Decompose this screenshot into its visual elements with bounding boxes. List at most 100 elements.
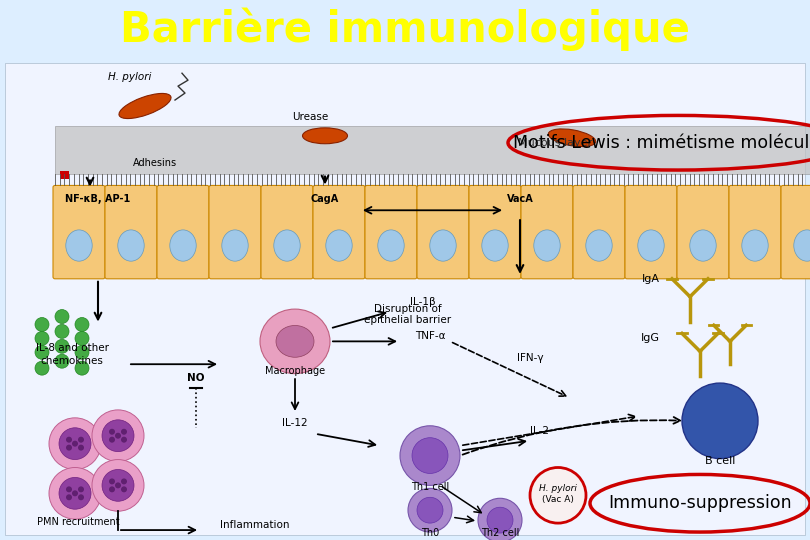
Ellipse shape <box>117 230 144 261</box>
FancyBboxPatch shape <box>313 185 365 279</box>
Circle shape <box>78 437 84 443</box>
Circle shape <box>55 325 69 339</box>
Text: Macrophage: Macrophage <box>265 366 325 376</box>
Text: Th2 cell: Th2 cell <box>481 528 519 538</box>
Text: IgG: IgG <box>641 333 660 343</box>
Circle shape <box>35 318 49 332</box>
FancyBboxPatch shape <box>53 185 105 279</box>
Circle shape <box>109 478 115 484</box>
Text: TNF-α: TNF-α <box>415 332 446 341</box>
FancyBboxPatch shape <box>261 185 313 279</box>
Circle shape <box>121 487 127 492</box>
Text: CagA: CagA <box>311 194 339 204</box>
Text: Motifs Lewis : mimétisme moléculaire: Motifs Lewis : mimétisme moléculaire <box>514 134 810 152</box>
Text: Disruption of: Disruption of <box>374 303 441 314</box>
Circle shape <box>121 429 127 435</box>
Circle shape <box>49 468 101 519</box>
Circle shape <box>59 477 91 509</box>
Circle shape <box>35 361 49 375</box>
Circle shape <box>400 426 460 485</box>
Circle shape <box>682 383 758 458</box>
Ellipse shape <box>548 129 595 147</box>
Ellipse shape <box>690 230 716 261</box>
Bar <box>55 126 810 173</box>
Circle shape <box>102 469 134 501</box>
FancyBboxPatch shape <box>105 185 157 279</box>
Text: IgA: IgA <box>642 274 660 284</box>
Circle shape <box>59 428 91 460</box>
FancyBboxPatch shape <box>521 185 573 279</box>
Circle shape <box>412 438 448 474</box>
Text: epithelial barrier: epithelial barrier <box>364 315 451 326</box>
Circle shape <box>78 494 84 500</box>
FancyBboxPatch shape <box>209 185 261 279</box>
Circle shape <box>55 309 69 323</box>
Ellipse shape <box>377 230 404 261</box>
Text: NO: NO <box>187 373 205 383</box>
Circle shape <box>55 354 69 368</box>
FancyBboxPatch shape <box>781 185 810 279</box>
Circle shape <box>102 420 134 451</box>
Circle shape <box>75 361 89 375</box>
Circle shape <box>478 498 522 540</box>
Text: Th0: Th0 <box>421 528 439 538</box>
Circle shape <box>121 437 127 443</box>
Ellipse shape <box>302 128 347 144</box>
Circle shape <box>55 339 69 353</box>
Circle shape <box>109 429 115 435</box>
Text: IL-2: IL-2 <box>530 426 549 436</box>
Text: H. pylori: H. pylori <box>539 484 577 494</box>
Circle shape <box>78 487 84 492</box>
Circle shape <box>66 487 72 492</box>
Ellipse shape <box>742 230 768 261</box>
Text: (Vac A): (Vac A) <box>542 495 574 504</box>
Ellipse shape <box>534 230 561 261</box>
Ellipse shape <box>66 230 92 261</box>
Circle shape <box>66 444 72 450</box>
Circle shape <box>109 487 115 492</box>
Text: NF-κB, AP-1: NF-κB, AP-1 <box>66 194 130 204</box>
Text: Adhesins: Adhesins <box>133 158 177 167</box>
FancyBboxPatch shape <box>573 185 625 279</box>
Ellipse shape <box>222 230 248 261</box>
Text: IL-1β: IL-1β <box>410 296 436 307</box>
Ellipse shape <box>119 93 171 119</box>
Circle shape <box>78 444 84 450</box>
Text: IL-8 and other: IL-8 and other <box>36 343 109 353</box>
FancyBboxPatch shape <box>677 185 729 279</box>
Circle shape <box>115 482 121 488</box>
Text: Inflammation: Inflammation <box>220 520 289 530</box>
Circle shape <box>75 332 89 346</box>
Circle shape <box>49 418 101 469</box>
Circle shape <box>92 460 144 511</box>
Circle shape <box>109 437 115 443</box>
FancyBboxPatch shape <box>417 185 469 279</box>
Text: PMN recruitment: PMN recruitment <box>36 517 119 527</box>
Text: chemokines: chemokines <box>40 356 104 366</box>
Ellipse shape <box>794 230 810 261</box>
Ellipse shape <box>586 230 612 261</box>
Text: VacA: VacA <box>506 194 533 204</box>
Text: Barrière immunologique: Barrière immunologique <box>120 8 690 51</box>
Circle shape <box>35 332 49 346</box>
Text: H. pylori: H. pylori <box>109 72 151 82</box>
Circle shape <box>408 488 452 532</box>
Ellipse shape <box>637 230 664 261</box>
Text: IL-12: IL-12 <box>282 418 308 428</box>
Circle shape <box>75 318 89 332</box>
Circle shape <box>115 433 121 438</box>
FancyBboxPatch shape <box>365 185 417 279</box>
Text: IFN-γ: IFN-γ <box>517 353 544 363</box>
FancyBboxPatch shape <box>469 185 521 279</box>
Circle shape <box>66 437 72 443</box>
Circle shape <box>530 468 586 523</box>
Circle shape <box>121 478 127 484</box>
Circle shape <box>35 346 49 359</box>
Circle shape <box>72 441 78 447</box>
Ellipse shape <box>260 309 330 374</box>
Text: Mucous layer: Mucous layer <box>518 138 592 148</box>
Ellipse shape <box>326 230 352 261</box>
Ellipse shape <box>430 230 456 261</box>
Circle shape <box>92 410 144 462</box>
Text: B cell: B cell <box>705 456 735 465</box>
